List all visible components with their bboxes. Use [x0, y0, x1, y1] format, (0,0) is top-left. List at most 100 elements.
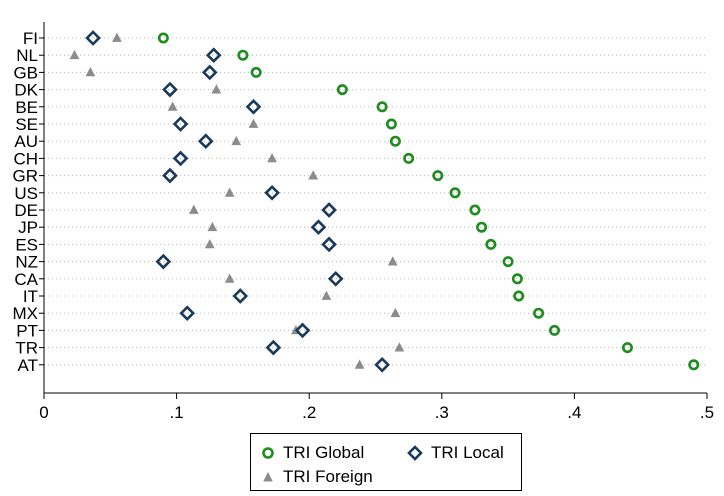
global-point	[688, 359, 700, 371]
global-point	[502, 256, 514, 268]
foreign-point	[207, 221, 218, 232]
foreign-point	[354, 359, 365, 369]
gridlines	[44, 37, 707, 366]
foreign-point	[211, 84, 222, 94]
global-point	[549, 324, 561, 336]
local-point	[327, 270, 344, 287]
local-point	[245, 98, 262, 115]
x-tick-label: .1	[170, 403, 184, 422]
category-label: BE	[15, 98, 38, 117]
global-point	[376, 101, 388, 113]
category-label: MX	[13, 304, 39, 323]
foreign-point	[321, 290, 332, 300]
data-markers	[69, 30, 700, 373]
legend-label-global: TRI Global	[283, 443, 365, 462]
category-label: AT	[18, 356, 38, 375]
global-point	[469, 204, 481, 216]
circle-marker-icon	[262, 447, 274, 459]
global-point	[403, 152, 415, 164]
category-label: CA	[14, 270, 38, 289]
dot-plot-chart: FINLGBDKBESEAUCHGRUSDEJPESNZCAITMXPTTRAT…	[13, 22, 714, 422]
global-point	[237, 49, 249, 61]
local-point	[264, 184, 280, 201]
local-point	[197, 133, 214, 150]
x-tick-label: 0	[39, 403, 48, 422]
category-label: JP	[18, 218, 38, 237]
foreign-point	[69, 49, 80, 60]
foreign-point	[390, 307, 401, 318]
global-point	[476, 221, 488, 233]
category-label: US	[14, 184, 38, 203]
legend-label-foreign: TRI Foreign	[283, 467, 373, 486]
local-point	[162, 81, 178, 98]
global-point	[389, 135, 401, 147]
foreign-point	[188, 204, 199, 214]
global-point	[385, 118, 397, 130]
axes	[39, 22, 708, 399]
local-point	[294, 322, 311, 339]
local-point	[155, 253, 172, 270]
local-point	[85, 30, 101, 46]
foreign-point	[224, 187, 235, 197]
local-point	[321, 202, 337, 218]
x-tick-label: .5	[700, 403, 714, 422]
category-label: AU	[14, 132, 38, 151]
local-point	[162, 167, 178, 184]
category-label: GB	[13, 63, 38, 82]
global-point	[336, 84, 348, 96]
x-tick-label: .4	[567, 403, 581, 422]
x-tick-labels: 0 .1 .2 .3 .4 .5	[39, 403, 714, 422]
local-point	[172, 150, 189, 167]
local-point	[179, 305, 196, 322]
category-label: DK	[14, 81, 38, 100]
local-point	[265, 339, 282, 356]
foreign-point	[224, 273, 235, 283]
chart-legend: TRI Global TRI Local TRI Foreign	[250, 433, 522, 491]
x-tick-label: .3	[435, 403, 449, 422]
category-label: ES	[15, 235, 38, 254]
global-point	[432, 170, 444, 182]
global-point	[621, 342, 633, 354]
foreign-point	[267, 153, 277, 163]
local-point	[310, 219, 327, 236]
category-label: PT	[16, 321, 38, 340]
global-point	[250, 66, 262, 78]
foreign-point	[112, 32, 122, 42]
category-label: CH	[13, 149, 38, 168]
x-tick-label: .2	[302, 403, 316, 422]
legend-item-global: TRI Global	[261, 443, 364, 463]
global-point	[485, 238, 497, 250]
foreign-point	[85, 67, 96, 77]
category-label: IT	[23, 287, 38, 306]
local-point	[172, 116, 189, 132]
category-label: GR	[13, 167, 39, 186]
global-point	[511, 273, 523, 285]
global-point	[157, 32, 169, 44]
category-label: NZ	[15, 253, 38, 272]
local-point	[201, 64, 218, 81]
triangle-marker-icon	[263, 471, 273, 482]
foreign-point	[204, 239, 215, 249]
category-label: DE	[14, 201, 38, 220]
foreign-point	[387, 256, 398, 266]
local-point	[205, 47, 222, 64]
foreign-point	[231, 135, 242, 146]
local-point	[321, 236, 337, 253]
legend-item-foreign: TRI Foreign	[261, 467, 373, 487]
category-label: SE	[15, 115, 38, 134]
foreign-point	[248, 118, 259, 128]
legend-label-local: TRI Local	[431, 443, 504, 462]
foreign-point	[308, 170, 319, 180]
local-point	[374, 356, 390, 373]
category-label: TR	[15, 339, 38, 358]
diamond-marker-icon	[407, 445, 423, 461]
global-point	[513, 290, 525, 302]
category-label: FI	[23, 29, 38, 48]
foreign-point	[167, 101, 178, 111]
legend-item-local: TRI Local	[407, 443, 504, 463]
global-point	[449, 187, 461, 199]
category-label: NL	[16, 46, 38, 65]
local-point	[232, 288, 249, 304]
global-point	[533, 307, 545, 319]
